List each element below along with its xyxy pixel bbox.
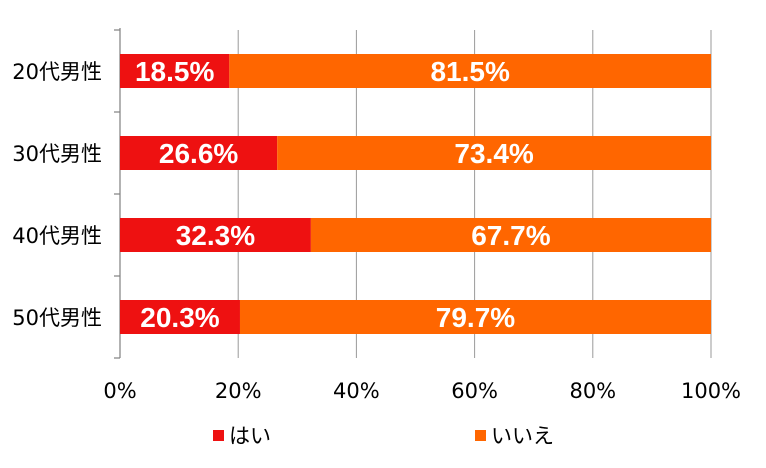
legend-label: はい xyxy=(229,424,271,448)
data-label: 81.5% xyxy=(430,56,509,87)
x-tick-label: 60% xyxy=(451,379,498,403)
data-label: 32.3% xyxy=(176,220,255,251)
category-label: 30代男性 xyxy=(12,142,102,166)
bar-segment xyxy=(120,218,311,252)
category-label: 20代男性 xyxy=(12,60,102,84)
bar-segment xyxy=(310,218,711,252)
bar-segment xyxy=(120,54,230,88)
labels: 0% 20% 40% 60% 80% 100% 20代男性 18.5% 81.5% 30代男性 26… xyxy=(12,56,741,403)
data-label: 18.5% xyxy=(135,56,214,87)
bar-segment xyxy=(239,300,711,334)
category-label: 50代男性 xyxy=(12,306,102,330)
x-tick-label: 40% xyxy=(333,379,380,403)
axes xyxy=(114,28,121,359)
legend-swatch xyxy=(475,430,486,441)
bar-segment xyxy=(120,300,240,334)
data-label: 73.4% xyxy=(454,138,533,169)
data-label: 20.3% xyxy=(140,302,219,333)
x-tick-label: 80% xyxy=(569,379,616,403)
x-tick-label: 20% xyxy=(215,379,262,403)
bar-segment xyxy=(229,54,711,88)
x-tick-label: 0% xyxy=(103,379,136,403)
bars xyxy=(120,54,711,334)
data-label: 79.7% xyxy=(436,302,515,333)
x-tick-label: 100% xyxy=(681,379,741,403)
legend: はい いいえ xyxy=(213,424,554,448)
data-label: 26.6% xyxy=(159,138,238,169)
category-label: 40代男性 xyxy=(12,224,102,248)
bar-segment xyxy=(120,136,278,170)
legend-swatch xyxy=(213,430,224,441)
data-label: 67.7% xyxy=(471,220,550,251)
bar-segment xyxy=(277,136,711,170)
legend-label: いいえ xyxy=(491,424,554,448)
